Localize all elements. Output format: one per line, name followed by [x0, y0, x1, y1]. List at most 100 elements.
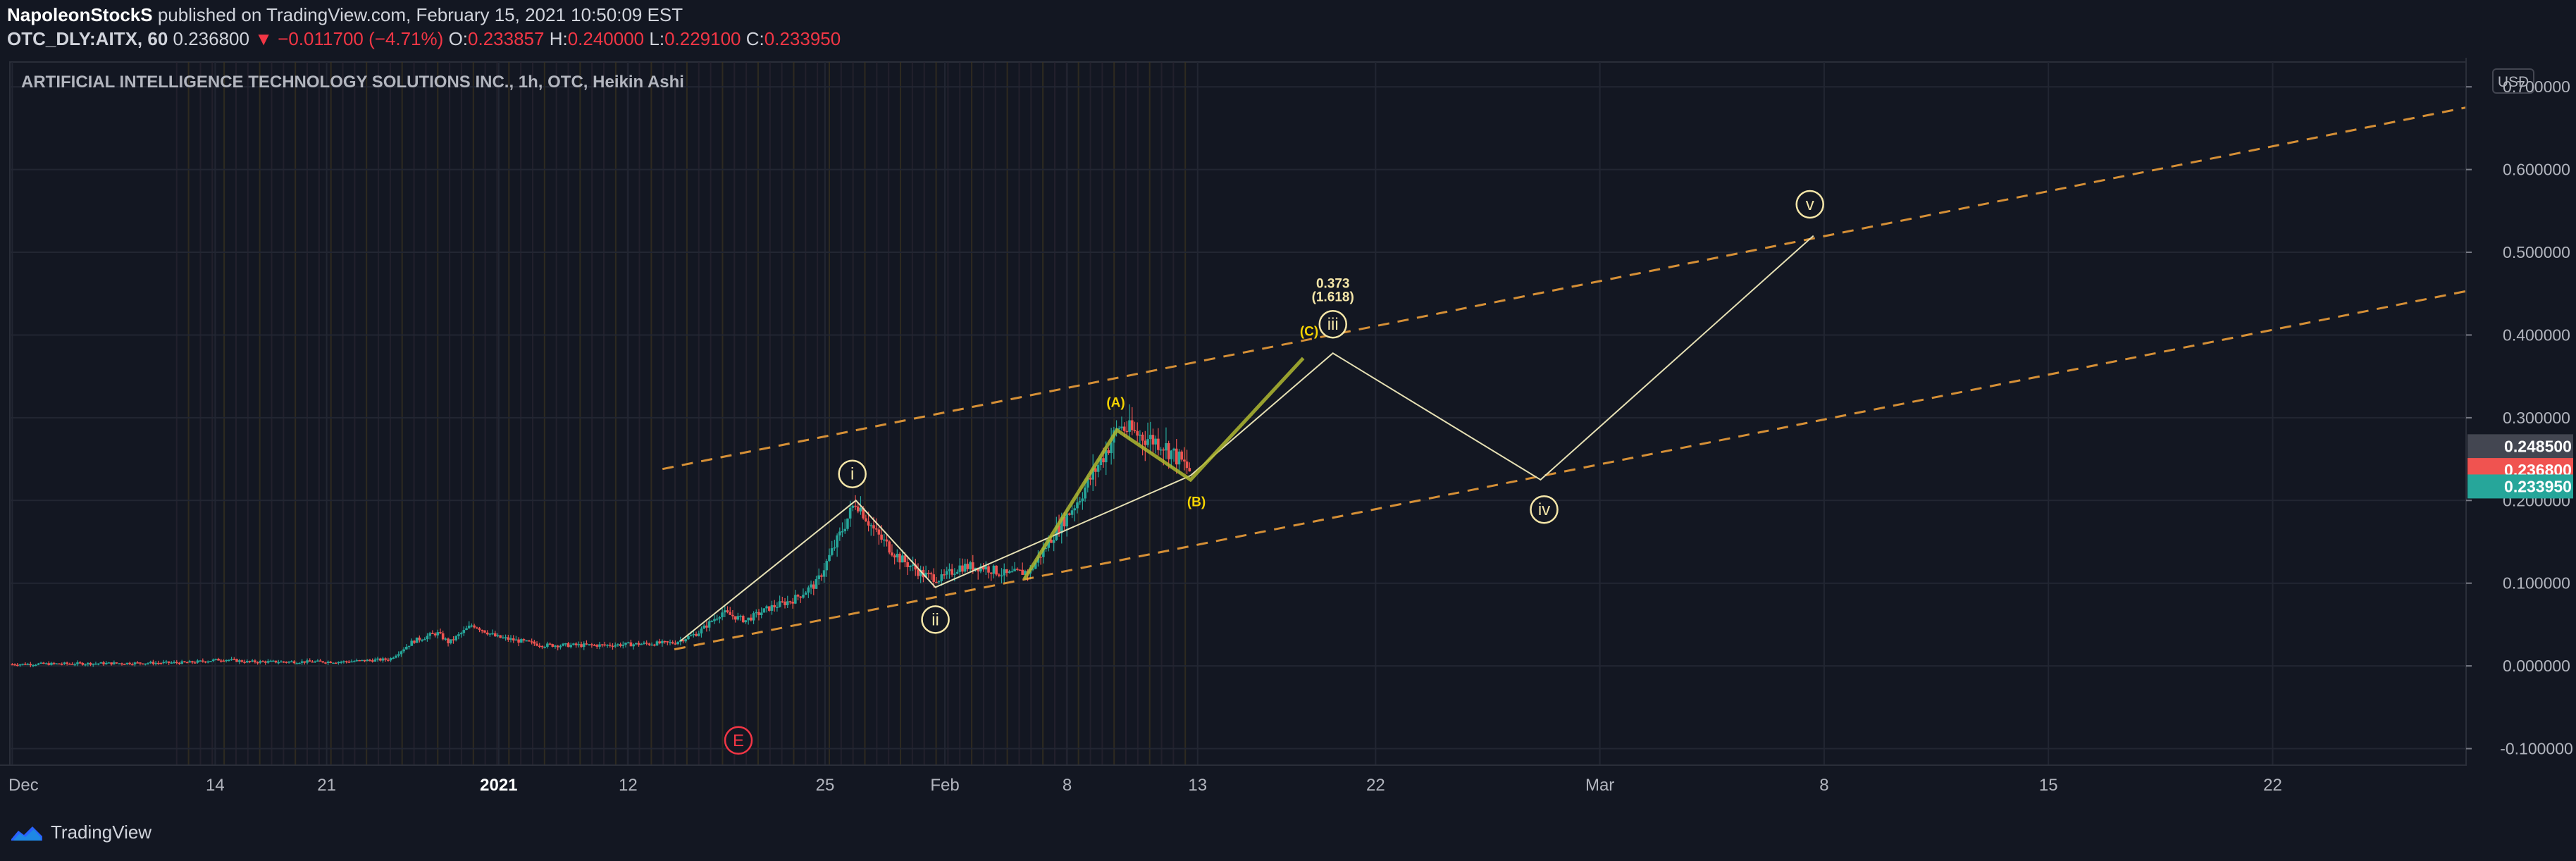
- candle-body: [219, 660, 223, 662]
- candle-body: [755, 612, 758, 614]
- session-stripe: [1030, 62, 1032, 765]
- candle-body: [199, 660, 202, 662]
- candle-body: [1024, 571, 1027, 575]
- candle-body: [966, 564, 970, 569]
- candle-body: [44, 663, 48, 664]
- candle-body: [898, 553, 901, 563]
- candle-body: [476, 627, 478, 628]
- candle-body: [499, 635, 502, 638]
- candle-body: [269, 660, 272, 662]
- candle-body: [729, 612, 732, 615]
- candle-body: [491, 633, 494, 635]
- wave-label[interactable]: v: [1806, 195, 1814, 214]
- abc-correction-path[interactable]: [1022, 357, 1305, 581]
- candle-body: [378, 658, 382, 661]
- candle-body: [943, 574, 946, 576]
- candle-body: [1159, 449, 1163, 451]
- candle-body: [452, 639, 455, 640]
- wave-label-circle: [1318, 309, 1347, 339]
- wave-annotation[interactable]: (1.618): [1312, 290, 1354, 304]
- wave-label[interactable]: E: [733, 731, 744, 750]
- session-stripe: [449, 62, 451, 765]
- session-stripe: [805, 62, 807, 765]
- candle-body: [535, 643, 538, 646]
- candle-body: [202, 660, 204, 662]
- session-stripe: [354, 62, 356, 765]
- candle-body: [395, 655, 397, 658]
- elliott-wave-path[interactable]: [679, 235, 1814, 642]
- session-stripe: [745, 62, 748, 765]
- candle-body: [209, 661, 212, 662]
- wave-label[interactable]: iv: [1538, 500, 1550, 519]
- candle-body: [812, 584, 815, 589]
- session-stripe: [437, 62, 439, 765]
- candle-body: [1099, 458, 1103, 466]
- candle-body: [147, 663, 149, 664]
- plot-area[interactable]: [9, 61, 2467, 766]
- author-name[interactable]: NapoleonStockS: [7, 4, 153, 25]
- candle-body: [488, 633, 492, 635]
- candle-body: [1104, 450, 1108, 463]
- candle-body: [157, 662, 160, 664]
- wave-annotation[interactable]: 0.373: [1316, 277, 1350, 292]
- candle-body: [977, 567, 979, 572]
- candle-body: [906, 562, 909, 567]
- candle-body: [608, 645, 612, 646]
- wave-annotation[interactable]: (B): [1187, 495, 1206, 510]
- candle-body: [869, 525, 873, 526]
- candle-body: [233, 659, 236, 660]
- candle-body: [178, 662, 181, 664]
- candle-body: [196, 660, 199, 663]
- channel-line[interactable]: [674, 290, 2467, 651]
- candle-body: [16, 664, 19, 667]
- candle-body: [259, 661, 262, 663]
- candle-body: [1060, 516, 1063, 533]
- candle-body: [87, 662, 89, 664]
- candle-body: [1130, 420, 1134, 430]
- price-chart[interactable]: iiiiiiivvE(A)(B)(C)0.373(1.618)ARTIFICIA…: [0, 58, 2576, 806]
- candle-body: [891, 552, 893, 556]
- candle-body: [254, 660, 256, 662]
- candle-body: [26, 664, 30, 665]
- candle-body: [1110, 442, 1113, 454]
- candle-body: [63, 662, 66, 664]
- channel-line[interactable]: [662, 106, 2467, 471]
- currency-badge[interactable]: [2492, 68, 2534, 94]
- candle-body: [595, 645, 599, 647]
- candle-body: [1050, 539, 1053, 543]
- candle-body: [911, 564, 915, 566]
- candle-body: [454, 636, 458, 640]
- candle-body: [533, 641, 536, 644]
- candle-body: [133, 662, 137, 665]
- candle-body: [937, 581, 941, 583]
- candle-body: [896, 553, 899, 558]
- candle-body: [449, 639, 452, 643]
- wave-label[interactable]: ii: [931, 610, 939, 629]
- candle-body: [465, 628, 468, 631]
- candle-body: [611, 645, 614, 648]
- wave-label-circle: [921, 605, 950, 634]
- candle-body: [52, 662, 56, 664]
- candle-body: [862, 507, 865, 519]
- candle-body: [900, 555, 904, 563]
- wave-annotation[interactable]: (C): [1300, 325, 1318, 340]
- wave-label[interactable]: iii: [1327, 315, 1339, 334]
- candle-body: [303, 661, 306, 663]
- session-stripe: [543, 62, 545, 765]
- candle-body: [282, 661, 285, 663]
- candle-body: [640, 643, 643, 645]
- session-stripe: [686, 62, 688, 765]
- session-stripe: [888, 62, 890, 765]
- candle-body: [629, 642, 633, 647]
- candle-body: [457, 634, 460, 636]
- candle-body: [358, 660, 361, 662]
- wave-annotation[interactable]: (A): [1106, 396, 1125, 411]
- candle-body: [211, 659, 215, 662]
- candle-body: [655, 641, 659, 646]
- wave-label[interactable]: i: [850, 465, 854, 484]
- session-stripe: [223, 62, 225, 765]
- candle-body: [767, 606, 771, 611]
- tradingview-brand[interactable]: TradingView: [10, 822, 151, 843]
- session-stripe: [187, 62, 190, 765]
- symbol[interactable]: OTC_DLY:AITX, 60: [7, 28, 168, 49]
